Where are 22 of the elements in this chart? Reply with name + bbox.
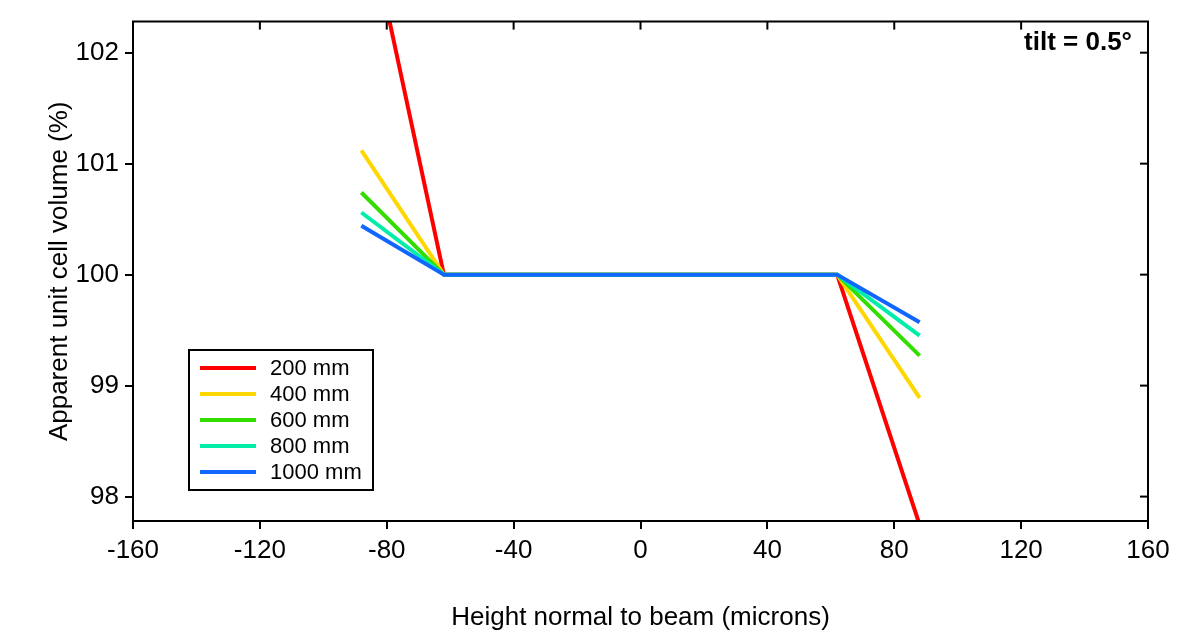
- x-axis-title: Height normal to beam (microns): [451, 600, 830, 631]
- x-tick-label: 160: [1126, 533, 1170, 564]
- legend-label: 400 mm: [270, 381, 350, 407]
- y-tick-label: 100: [75, 257, 119, 288]
- y-tick-label: 98: [90, 479, 119, 510]
- x-tick-label: 0: [633, 533, 648, 564]
- x-tick-label: 80: [879, 533, 909, 564]
- legend-label: 1000 mm: [270, 459, 362, 485]
- x-tick-label: 40: [752, 533, 782, 564]
- x-tick-label: 120: [999, 533, 1043, 564]
- x-tick-label: -40: [494, 533, 533, 564]
- x-tick-label: -120: [233, 533, 286, 564]
- annotation: tilt = 0.5°: [1024, 26, 1132, 57]
- x-tick-label: -80: [367, 533, 406, 564]
- y-tick-label: 102: [75, 35, 119, 66]
- legend-label: 800 mm: [270, 433, 350, 459]
- legend-label: 200 mm: [270, 355, 350, 381]
- x-tick-label: -160: [106, 533, 160, 564]
- y-tick-label: 99: [90, 368, 119, 399]
- legend-label: 600 mm: [270, 407, 350, 433]
- y-tick-label: 101: [75, 146, 119, 177]
- y-axis-title: Apparent unit cell volume (%): [42, 101, 73, 442]
